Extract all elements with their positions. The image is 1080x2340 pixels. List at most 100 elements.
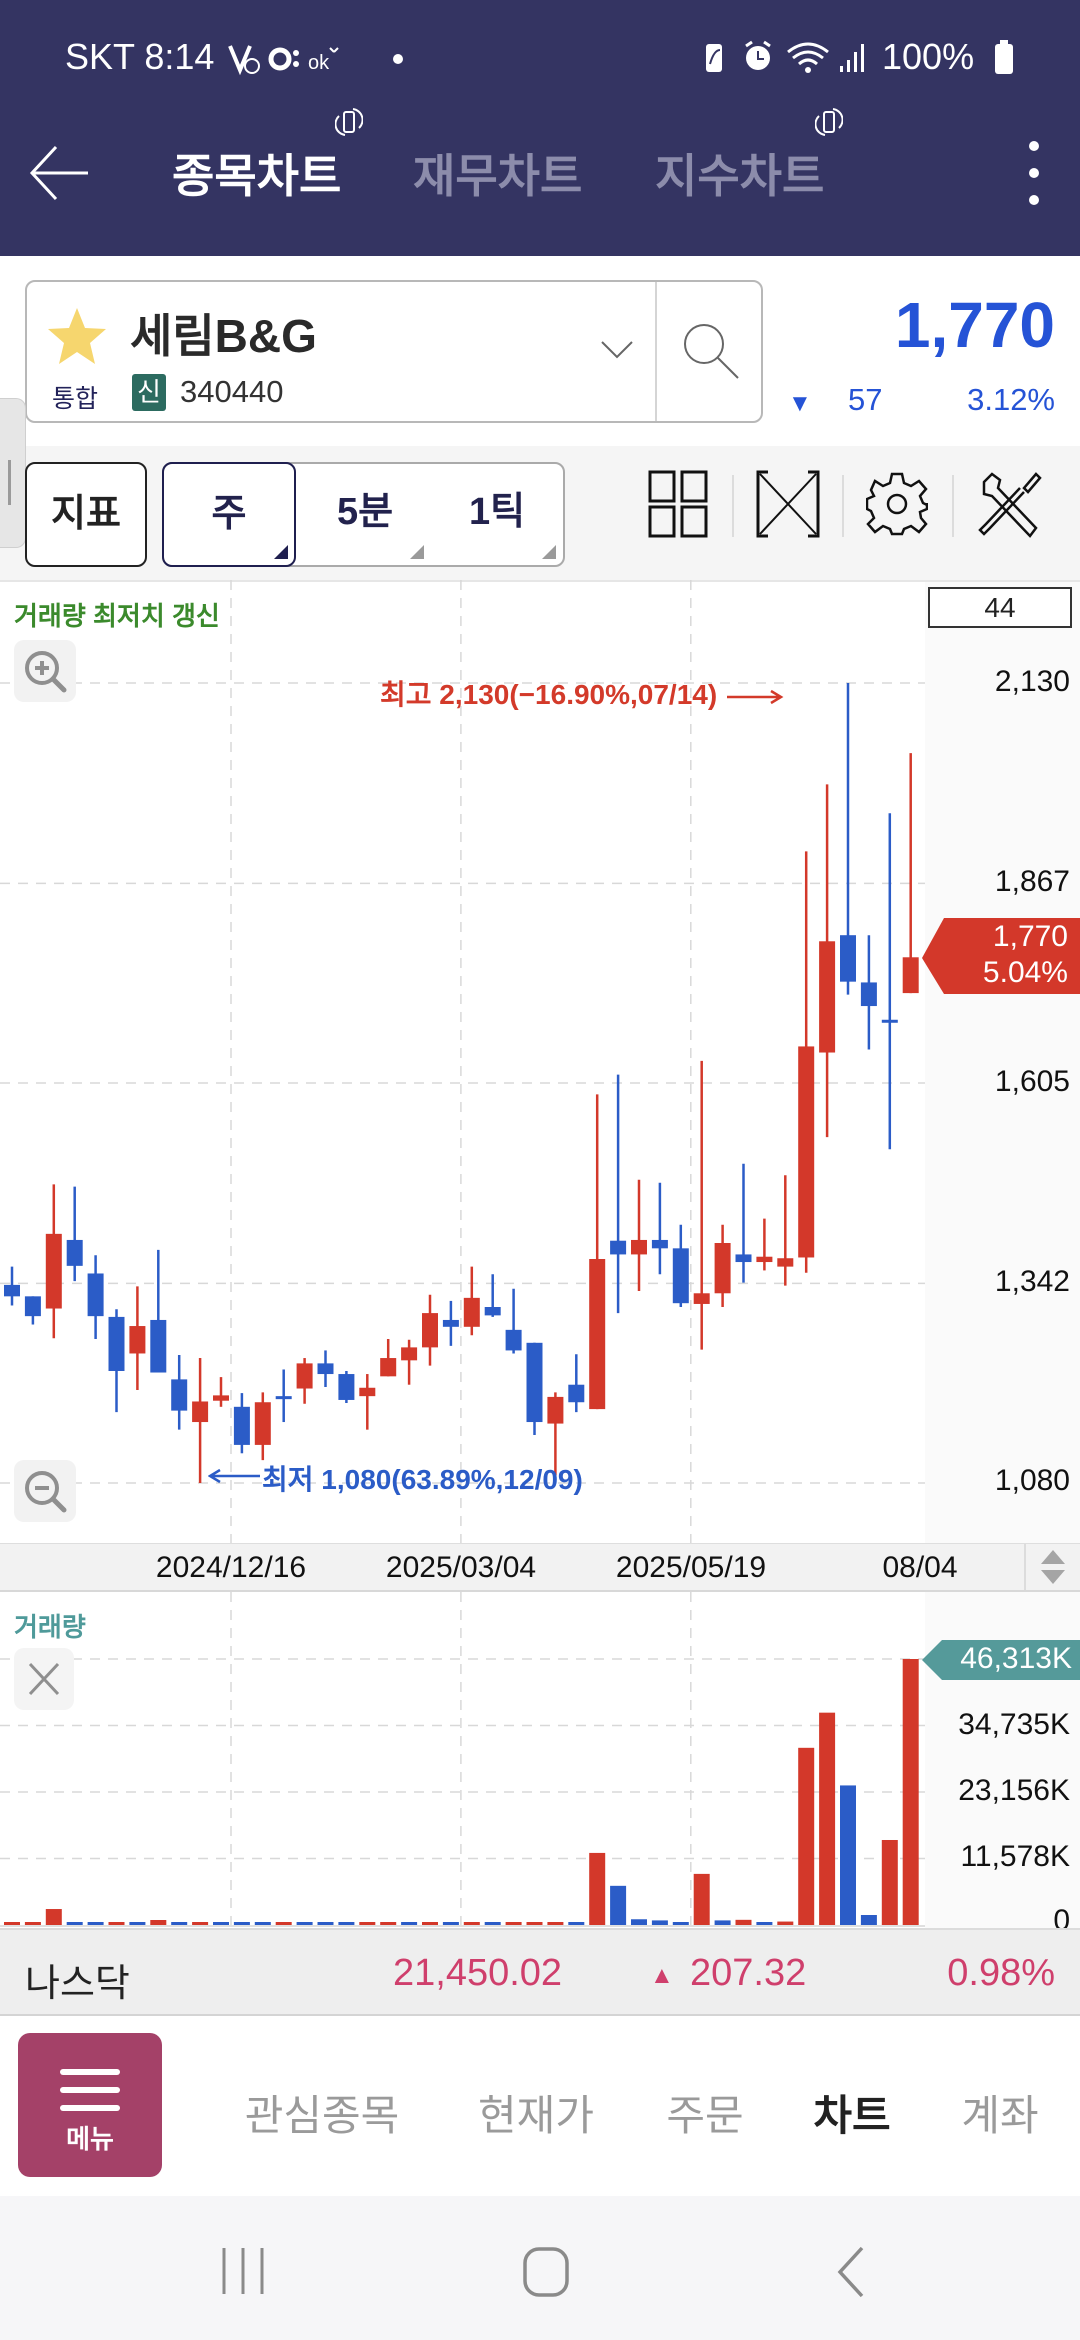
volume-bar[interactable] [526, 1922, 543, 1925]
menu-button[interactable]: 메뉴 [18, 2033, 162, 2177]
price-axis[interactable] [925, 582, 1080, 1543]
candle[interactable] [150, 1249, 167, 1373]
nav-current-price[interactable]: 현재가 [478, 2092, 594, 2139]
candle[interactable] [735, 1163, 752, 1283]
candle[interactable] [233, 1393, 250, 1454]
candle[interactable] [24, 1296, 41, 1325]
candle[interactable] [192, 1358, 209, 1483]
volume-bar[interactable] [610, 1885, 627, 1925]
zoom-out-button[interactable] [14, 1460, 76, 1522]
favorite-star-icon[interactable] [46, 306, 108, 366]
nav-watchlist[interactable]: 관심종목 [244, 2092, 400, 2139]
more-options-icon[interactable] [1024, 138, 1044, 208]
volume-bar[interactable] [735, 1919, 752, 1925]
candle-count-box[interactable]: 44 [928, 587, 1072, 628]
volume-bar[interactable] [484, 1922, 501, 1925]
candle[interactable] [87, 1255, 104, 1339]
volume-bar[interactable] [756, 1922, 773, 1925]
candle[interactable] [317, 1350, 334, 1387]
volume-bar[interactable] [902, 1659, 919, 1925]
volume-bar[interactable] [881, 1839, 898, 1925]
volume-bar[interactable] [4, 1922, 20, 1925]
volume-bar[interactable] [693, 1873, 710, 1925]
volume-panel[interactable] [0, 1592, 1080, 1928]
candle[interactable] [442, 1300, 459, 1346]
fullscreen-icon[interactable] [756, 470, 820, 538]
candle[interactable] [463, 1266, 480, 1336]
volume-bar[interactable] [275, 1922, 292, 1925]
candle[interactable] [651, 1182, 668, 1275]
chevron-down-icon[interactable] [600, 340, 634, 360]
system-back-icon[interactable] [836, 2246, 866, 2298]
volume-bar[interactable] [860, 1915, 877, 1925]
volume-bar[interactable] [819, 1712, 836, 1925]
candle[interactable] [254, 1392, 271, 1461]
volume-bar[interactable] [380, 1922, 397, 1925]
volume-bar[interactable] [589, 1852, 606, 1925]
candle[interactable] [902, 753, 919, 994]
tab-stock-chart[interactable]: 종목차트 [172, 150, 342, 202]
volume-bar[interactable] [66, 1922, 83, 1925]
candle[interactable] [129, 1286, 146, 1391]
volume-bar[interactable] [108, 1922, 125, 1925]
volume-bar[interactable] [672, 1922, 689, 1925]
candle[interactable] [526, 1342, 543, 1435]
volume-bar[interactable] [798, 1747, 815, 1925]
candle[interactable] [275, 1369, 292, 1423]
candle[interactable] [422, 1294, 438, 1366]
candle[interactable] [359, 1374, 376, 1430]
volume-bar[interactable] [651, 1920, 668, 1925]
volume-bar[interactable] [171, 1922, 188, 1925]
candle[interactable] [840, 683, 856, 995]
period-weekly-button[interactable]: 주 [162, 462, 296, 567]
candle[interactable] [860, 935, 877, 1050]
candle[interactable] [610, 1074, 627, 1314]
candle[interactable] [777, 1175, 794, 1286]
volume-bar[interactable] [213, 1922, 229, 1925]
candle[interactable] [505, 1288, 522, 1354]
zoom-in-button[interactable] [14, 640, 76, 702]
candle[interactable] [798, 851, 815, 1273]
tools-icon[interactable] [978, 470, 1042, 540]
home-icon[interactable] [522, 2246, 570, 2298]
candle[interactable] [589, 1094, 606, 1410]
candle[interactable] [484, 1274, 501, 1317]
candle[interactable] [338, 1371, 355, 1403]
nav-chart[interactable]: 차트 [813, 2092, 891, 2139]
candle[interactable] [547, 1392, 564, 1476]
volume-bar[interactable] [129, 1922, 146, 1925]
nav-account[interactable]: 계좌 [961, 2092, 1039, 2139]
settings-gear-icon[interactable] [866, 472, 928, 536]
period-5min-button[interactable]: 5분 [298, 462, 432, 567]
candle[interactable] [631, 1179, 647, 1291]
candlestick-chart[interactable] [0, 580, 925, 1543]
back-arrow-icon[interactable] [28, 145, 92, 201]
index-ticker-bar[interactable] [0, 1928, 1080, 2016]
candle[interactable] [213, 1377, 229, 1407]
layout-grid-icon[interactable] [648, 470, 708, 538]
volume-bar[interactable] [338, 1922, 355, 1925]
candle[interactable] [568, 1354, 585, 1413]
candle[interactable] [819, 784, 836, 1138]
volume-bar[interactable] [714, 1920, 731, 1925]
volume-bar[interactable] [317, 1922, 334, 1925]
candle[interactable] [108, 1309, 125, 1413]
volume-bar[interactable] [233, 1922, 250, 1925]
close-volume-button[interactable] [14, 1648, 74, 1710]
candle[interactable] [401, 1339, 418, 1385]
volume-bar[interactable] [505, 1922, 522, 1925]
period-1tick-button[interactable]: 1틱 [430, 462, 564, 567]
volume-bar[interactable] [254, 1922, 271, 1925]
candle[interactable] [672, 1224, 689, 1307]
date-axis[interactable] [0, 1543, 1080, 1592]
volume-bar[interactable] [192, 1922, 209, 1925]
recent-apps-icon[interactable] [220, 2246, 266, 2296]
volume-bar[interactable] [87, 1922, 104, 1925]
tab-financial-chart[interactable]: 재무차트 [413, 150, 583, 202]
volume-bar[interactable] [463, 1922, 480, 1925]
volume-bar[interactable] [547, 1922, 564, 1925]
volume-bar[interactable] [24, 1922, 41, 1925]
volume-bar[interactable] [777, 1921, 794, 1925]
side-drawer-handle[interactable] [0, 398, 26, 548]
nav-order[interactable]: 주문 [666, 2092, 744, 2139]
